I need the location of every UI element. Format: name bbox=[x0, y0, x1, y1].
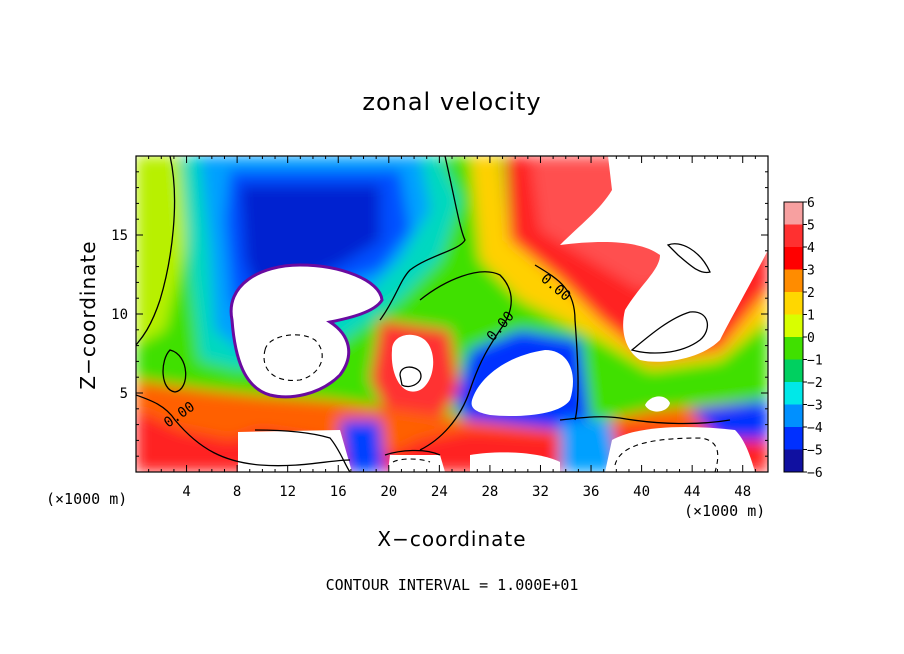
white-region-bottom-left bbox=[238, 430, 352, 472]
contour-center-east bbox=[534, 264, 579, 421]
x-unit-label-right: (×1000 m) bbox=[684, 502, 766, 520]
x-tick-label: 48 bbox=[734, 484, 751, 500]
white-blob-center-left bbox=[391, 334, 434, 392]
colorbar-swatch bbox=[784, 382, 803, 405]
white-blob-upper-left bbox=[229, 263, 384, 399]
x-tick-label: 4 bbox=[182, 484, 190, 500]
colorbar-swatch bbox=[784, 292, 803, 315]
zero-contours bbox=[136, 156, 731, 472]
x-tick-label: 32 bbox=[532, 484, 549, 500]
white-region-bottom-center bbox=[388, 455, 445, 472]
x-axis-ticks: 4 8 12 16 20 24 28 32 36 40 44 48 bbox=[148, 156, 756, 500]
y-tick-label: 5 bbox=[120, 386, 128, 402]
x-tick-label: 36 bbox=[583, 484, 600, 500]
x-tick-label: 20 bbox=[380, 484, 397, 500]
colorbar-swatch bbox=[784, 224, 803, 248]
yellow-green-band-west bbox=[136, 156, 190, 345]
colorbar-swatch bbox=[784, 337, 803, 360]
white-region-upper-right bbox=[560, 156, 768, 362]
contour-bottom-left bbox=[254, 429, 351, 472]
contour-bottom-center bbox=[384, 449, 441, 456]
colorbar-label: 3 bbox=[807, 264, 815, 279]
velocity-field: 0.00 0.00 0.00 bbox=[136, 156, 768, 472]
y-tick-label: 15 bbox=[111, 228, 128, 244]
colorbar: 6 5 4 3 2 1 0 −1 −2 −3 −4 −5 −6 bbox=[783, 196, 823, 481]
colorbar-label: −3 bbox=[807, 399, 823, 414]
contour-center-upper bbox=[379, 156, 466, 321]
colorbar-label: −6 bbox=[807, 466, 823, 481]
colorbar-swatch bbox=[784, 427, 803, 450]
colorbar-swatch bbox=[784, 247, 803, 270]
colorbar-swatch bbox=[784, 359, 803, 383]
dashed-loop-upper-left bbox=[263, 334, 323, 381]
colorbar-label: 1 bbox=[807, 309, 815, 324]
contour-lower-west bbox=[136, 394, 351, 467]
dashed-bottom-center bbox=[392, 458, 431, 463]
contour-center bbox=[419, 271, 512, 451]
contour-lower-east bbox=[559, 416, 731, 425]
colorbar-label: −4 bbox=[807, 421, 823, 436]
x-axis-label: X−coordinate bbox=[377, 527, 527, 551]
colorbar-label: 0 bbox=[807, 331, 815, 346]
x-tick-label: 40 bbox=[633, 484, 650, 500]
x-tick-label: 8 bbox=[233, 484, 241, 500]
colorbar-label: −1 bbox=[807, 354, 823, 369]
colorbar-swatch bbox=[784, 269, 803, 293]
colorbar-label: 5 bbox=[807, 219, 815, 234]
white-spot-east bbox=[645, 396, 670, 412]
saturated-regions bbox=[229, 156, 768, 472]
x-tick-label: 44 bbox=[684, 484, 701, 500]
contour-small-loop-west bbox=[162, 349, 187, 393]
y-tick-label: 10 bbox=[111, 307, 128, 323]
y-axis-ticks: 5 10 15 bbox=[111, 171, 768, 457]
x-tick-label: 16 bbox=[330, 484, 347, 500]
colorbar-label: 6 bbox=[807, 196, 815, 211]
lower-blue-strip bbox=[340, 420, 385, 472]
x-tick-label: 12 bbox=[279, 484, 296, 500]
contour-west bbox=[136, 156, 176, 346]
white-blob-center-right bbox=[471, 350, 573, 417]
colorbar-swatch bbox=[784, 202, 803, 225]
contour-interval-note: CONTOUR INTERVAL = 1.000E+01 bbox=[325, 576, 579, 594]
colorbar-label: 4 bbox=[807, 241, 815, 256]
colorbar-label: −5 bbox=[807, 444, 823, 459]
colorbar-label: 2 bbox=[807, 286, 815, 301]
contour-small-loop-center bbox=[399, 366, 422, 388]
x-tick-label: 28 bbox=[481, 484, 498, 500]
colorbar-label: −2 bbox=[807, 376, 823, 391]
contour-upper-right-loop bbox=[666, 243, 711, 274]
x-unit-label-left: (×1000 m) bbox=[46, 490, 128, 508]
lower-blue-column bbox=[560, 420, 620, 472]
white-region-bottom-right bbox=[470, 452, 560, 472]
contour-right-loop bbox=[630, 311, 709, 354]
colorbar-swatch bbox=[784, 404, 803, 428]
colorbar-swatch bbox=[784, 449, 803, 473]
chart-title: zonal velocity bbox=[362, 88, 542, 116]
colorbar-swatch bbox=[784, 314, 803, 338]
negative-contours bbox=[263, 334, 719, 472]
x-tick-label: 24 bbox=[431, 484, 448, 500]
